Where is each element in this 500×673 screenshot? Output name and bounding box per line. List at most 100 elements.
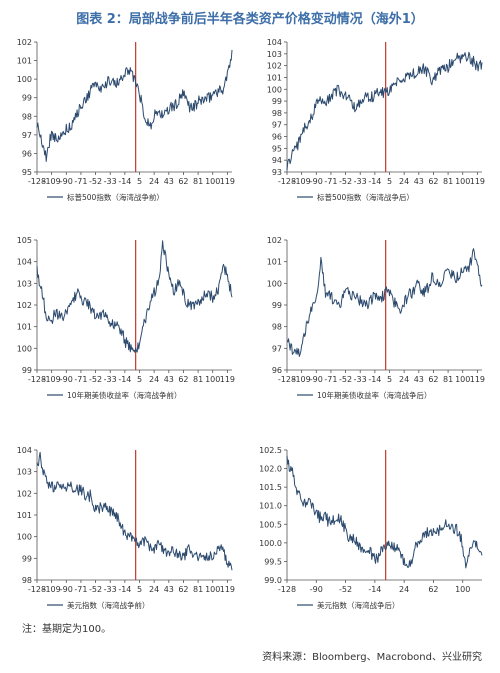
source-note: 资料来源：Bloomberg、Macrobond、兴业研究 xyxy=(262,652,482,663)
y-tick-label: 101.5 xyxy=(259,483,282,492)
legend-label: 10年期美债收益率（海湾战争后） xyxy=(317,390,432,400)
y-tick-label: 97 xyxy=(22,131,32,140)
y-tick-label: 98 xyxy=(272,109,282,118)
x-tick-label: -128 xyxy=(28,585,46,594)
footnote: 注：基期定为100。 xyxy=(22,624,112,635)
y-tick-label: 97 xyxy=(272,121,282,130)
chart-svg: 93 94 95 96 97 98 99 100 101 102 103 104 -128-109 -90… xyxy=(267,38,485,202)
x-tick-label: 119 xyxy=(220,177,235,186)
x-tick-label: 5 xyxy=(137,375,142,384)
x-tick-label: 43 xyxy=(164,585,174,594)
x-tick-label: -109 xyxy=(293,375,311,384)
x-tick-label: -128 xyxy=(278,375,296,384)
y-tick-label: 102.0 xyxy=(259,465,282,474)
legend-label: 10年期美债收益率（海湾战争前） xyxy=(67,390,182,400)
series-line xyxy=(286,51,483,171)
y-tick-label: 102 xyxy=(17,301,32,310)
x-tick-label: -52 xyxy=(339,177,352,186)
x-tick-label: 5 xyxy=(387,375,392,384)
x-tick-label: -33 xyxy=(354,375,367,384)
chart-sp500-before: 95 96 97 98 99 100 101 102 -128 -109 -90 -71 -52 -33-… xyxy=(0,32,250,232)
y-tick-label: 104 xyxy=(17,446,32,455)
x-tick-label: 5 xyxy=(137,177,142,186)
x-tick-label: -71 xyxy=(74,177,87,186)
y-tick-label: 98 xyxy=(22,112,32,121)
x-tick-label: -14 xyxy=(368,375,381,384)
series-line xyxy=(36,240,233,353)
y-tick-label: 101 xyxy=(17,511,32,520)
x-tick-label: 43 xyxy=(414,375,424,384)
y-tick-label: 99 xyxy=(272,97,282,106)
y-tick-label: 100 xyxy=(267,279,282,288)
chart-dxy-after: 99.0 99.5 100.0 100.5 101.0 101.5 102.0 102.5 -1… xyxy=(250,440,500,640)
y-tick-label: 100.0 xyxy=(259,539,282,548)
y-tick-label: 97 xyxy=(272,344,282,353)
y-tick-label: 102.5 xyxy=(259,446,282,455)
x-tick-label: 100 xyxy=(455,375,470,384)
x-tick-label: -90 xyxy=(310,177,323,186)
x-tick-label: -33 xyxy=(104,375,117,384)
x-tick-label: -71 xyxy=(324,177,337,186)
chart-svg: 99.0 99.5 100.0 100.5 101.0 101.5 102.0 102.5 -1… xyxy=(259,446,483,610)
y-tick-label: 103 xyxy=(17,279,32,288)
x-tick-label: -128 xyxy=(278,177,296,186)
y-tick-label: 100 xyxy=(17,533,32,542)
x-tick-label: -90 xyxy=(310,585,323,594)
chart-svg: 99 100 101 102 103 104 105 -128-109 -90 -71 -52 -33… xyxy=(17,236,235,400)
x-tick-label: -71 xyxy=(324,375,337,384)
y-tick-label: 102 xyxy=(17,489,32,498)
series-line xyxy=(36,49,233,162)
y-tick-label: 103 xyxy=(267,50,282,59)
x-tick-label: -109 xyxy=(43,585,61,594)
x-tick-label: 100 xyxy=(455,585,470,594)
x-tick-label: 119 xyxy=(220,375,235,384)
x-tick-label: 81 xyxy=(193,177,203,186)
x-tick-label: -52 xyxy=(339,585,352,594)
x-tick-label: 119 xyxy=(220,585,235,594)
chart-svg: 96 97 98 99 100 101 102 -128-109 -90 -71 -52 -33 -14… xyxy=(267,236,485,400)
x-tick-label: 62 xyxy=(428,585,438,594)
y-tick-label: 100 xyxy=(267,85,282,94)
x-tick-label: 62 xyxy=(428,177,438,186)
x-tick-label: 43 xyxy=(164,177,174,186)
y-tick-label: 99 xyxy=(22,94,32,103)
y-tick-label: 100.5 xyxy=(259,520,282,529)
x-tick-label: -71 xyxy=(74,375,87,384)
x-tick-label: -14 xyxy=(118,177,131,186)
x-tick-label: -109 xyxy=(293,177,311,186)
x-tick-label: -52 xyxy=(89,177,102,186)
x-tick-label: -14 xyxy=(118,585,131,594)
y-tick-label: 100 xyxy=(17,75,32,84)
y-tick-label: 104 xyxy=(267,38,282,47)
x-tick-label: 81 xyxy=(193,585,203,594)
x-tick-label: 100 xyxy=(455,177,470,186)
x-tick-label: -90 xyxy=(310,375,323,384)
x-tick-label: 43 xyxy=(414,177,424,186)
x-tick-label: -109 xyxy=(43,375,61,384)
x-tick-label: 100 xyxy=(205,375,220,384)
y-tick-label: 98 xyxy=(272,323,282,332)
chart-svg: 98 99 100 101 102 103 104 -128-109 -90 -71 -52 -33-… xyxy=(17,446,235,610)
x-tick-label: 43 xyxy=(164,375,174,384)
chart-dxy-before: 98 99 100 101 102 103 104 -128 -109 -90 -71 -52 -33-… xyxy=(0,440,250,640)
chart-ust10y-before: 99 100 101 102 103 104 105 -128 -109 -90 -71 -52 -33… xyxy=(0,230,250,430)
x-tick-label: -52 xyxy=(339,375,352,384)
x-tick-label: -90 xyxy=(60,585,73,594)
x-tick-label: 5 xyxy=(387,177,392,186)
figure-title: 图表 2：局部战争前后半年各类资产价格变动情况（海外1） xyxy=(76,12,424,27)
x-tick-label: -90 xyxy=(60,177,73,186)
x-tick-label: 81 xyxy=(443,177,453,186)
y-tick-label: 102 xyxy=(17,38,32,47)
x-tick-label: 24 xyxy=(399,375,409,384)
y-tick-label: 101.0 xyxy=(259,502,282,511)
x-tick-label: 119 xyxy=(470,375,485,384)
x-tick-label: -90 xyxy=(60,375,73,384)
y-tick-label: 101 xyxy=(17,57,32,66)
x-tick-label: -71 xyxy=(74,585,87,594)
y-tick-label: 94 xyxy=(272,156,282,165)
x-tick-label: -128 xyxy=(278,585,296,594)
x-tick-label: 62 xyxy=(178,585,188,594)
series-line xyxy=(286,248,483,357)
x-tick-label: 62 xyxy=(428,375,438,384)
x-tick-label: 100 xyxy=(205,177,220,186)
